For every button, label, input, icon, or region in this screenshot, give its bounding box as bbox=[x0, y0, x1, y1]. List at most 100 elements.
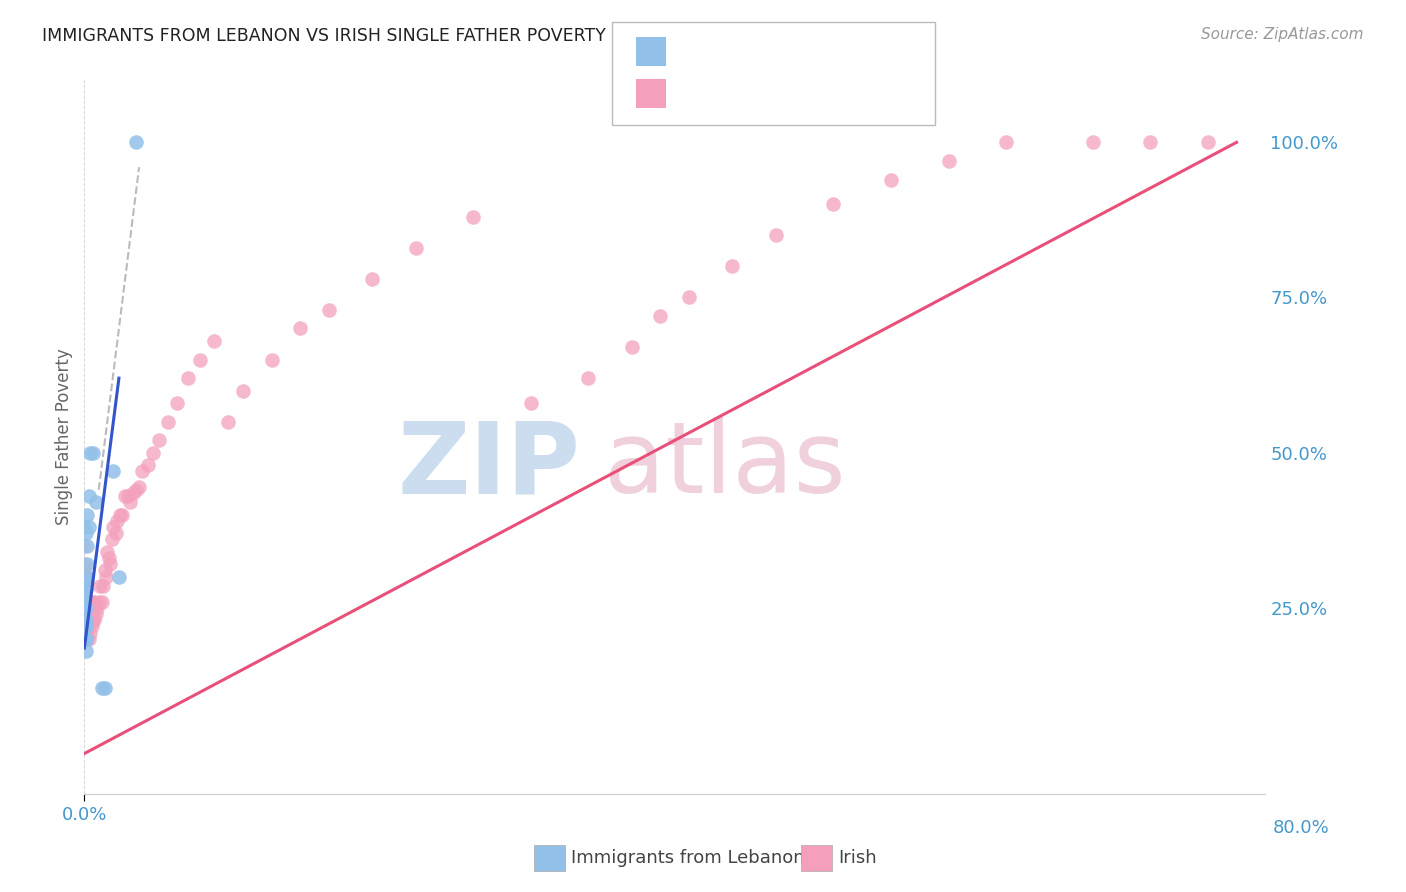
Point bbox=[79, 604, 101, 618]
Point bbox=[678, 290, 700, 304]
Point bbox=[125, 483, 148, 497]
Point bbox=[97, 551, 120, 566]
Point bbox=[76, 607, 98, 621]
Point bbox=[765, 228, 787, 243]
Point bbox=[73, 579, 96, 593]
Point bbox=[938, 153, 960, 168]
Text: R = 0.713: R = 0.713 bbox=[678, 84, 785, 103]
Point bbox=[87, 594, 110, 608]
Point bbox=[75, 644, 97, 658]
Point bbox=[73, 520, 96, 534]
Point bbox=[73, 570, 96, 584]
Point bbox=[80, 607, 103, 621]
Point bbox=[84, 495, 107, 509]
Point bbox=[101, 520, 124, 534]
Point bbox=[77, 619, 100, 633]
Point bbox=[721, 260, 744, 274]
Point bbox=[73, 579, 96, 593]
Point bbox=[110, 508, 132, 522]
Point bbox=[148, 433, 170, 447]
Point bbox=[463, 210, 485, 224]
Point bbox=[108, 570, 131, 584]
Point bbox=[75, 632, 97, 646]
Text: R = 0.451: R = 0.451 bbox=[678, 42, 785, 62]
Point bbox=[73, 588, 96, 602]
Point bbox=[1197, 136, 1219, 150]
Point bbox=[75, 526, 97, 541]
Point bbox=[1081, 136, 1104, 150]
Point bbox=[823, 197, 845, 211]
Point bbox=[73, 558, 96, 572]
Point bbox=[76, 508, 98, 522]
Point bbox=[73, 539, 96, 553]
Point bbox=[77, 489, 100, 503]
Point bbox=[114, 489, 136, 503]
Point bbox=[76, 594, 98, 608]
Point bbox=[73, 588, 96, 602]
Point bbox=[128, 480, 150, 494]
Text: N = 33: N = 33 bbox=[783, 42, 856, 62]
Point bbox=[82, 600, 104, 615]
Text: Source: ZipAtlas.com: Source: ZipAtlas.com bbox=[1201, 27, 1364, 42]
Point bbox=[86, 600, 108, 615]
Point bbox=[131, 464, 153, 478]
Point bbox=[90, 681, 112, 696]
Point bbox=[76, 619, 98, 633]
Point bbox=[142, 445, 165, 459]
Point bbox=[520, 396, 543, 410]
Point bbox=[75, 594, 97, 608]
Text: Irish: Irish bbox=[838, 849, 876, 867]
Point bbox=[79, 594, 101, 608]
Point bbox=[405, 241, 427, 255]
Point bbox=[96, 545, 118, 559]
Point bbox=[73, 600, 96, 615]
Point bbox=[80, 619, 103, 633]
Point bbox=[578, 371, 600, 385]
Point bbox=[76, 558, 98, 572]
Point bbox=[120, 495, 142, 509]
Point bbox=[650, 309, 672, 323]
Point bbox=[75, 582, 97, 596]
Point bbox=[90, 594, 112, 608]
Point bbox=[79, 613, 101, 627]
Point bbox=[75, 619, 97, 633]
Point bbox=[75, 570, 97, 584]
Text: atlas: atlas bbox=[605, 417, 845, 514]
Text: 80.0%: 80.0% bbox=[1272, 819, 1329, 837]
Point bbox=[82, 613, 104, 627]
Point bbox=[100, 533, 122, 547]
Point bbox=[77, 607, 100, 621]
Point bbox=[84, 607, 107, 621]
Point bbox=[75, 632, 97, 646]
Point bbox=[77, 520, 100, 534]
Point bbox=[80, 594, 103, 608]
Point bbox=[93, 681, 115, 696]
Point bbox=[136, 458, 159, 472]
Point bbox=[122, 486, 145, 500]
Point bbox=[79, 625, 101, 640]
Point bbox=[156, 415, 179, 429]
Point bbox=[620, 340, 643, 354]
Text: ZIP: ZIP bbox=[398, 417, 581, 514]
Text: IMMIGRANTS FROM LEBANON VS IRISH SINGLE FATHER POVERTY CORRELATION CHART: IMMIGRANTS FROM LEBANON VS IRISH SINGLE … bbox=[42, 27, 800, 45]
Point bbox=[79, 445, 101, 459]
Point bbox=[177, 371, 200, 385]
Point bbox=[73, 588, 96, 602]
Point bbox=[73, 594, 96, 608]
Point bbox=[83, 613, 105, 627]
Point bbox=[73, 613, 96, 627]
Point bbox=[101, 464, 124, 478]
Point bbox=[75, 613, 97, 627]
Point bbox=[76, 632, 98, 646]
Point bbox=[73, 564, 96, 578]
Point bbox=[83, 594, 105, 608]
Text: Immigrants from Lebanon: Immigrants from Lebanon bbox=[571, 849, 804, 867]
Point bbox=[75, 600, 97, 615]
Point bbox=[1139, 136, 1161, 150]
Point bbox=[76, 570, 98, 584]
Point bbox=[75, 613, 97, 627]
Point bbox=[995, 136, 1018, 150]
Point bbox=[107, 514, 129, 528]
Point bbox=[111, 508, 134, 522]
Point bbox=[77, 594, 100, 608]
